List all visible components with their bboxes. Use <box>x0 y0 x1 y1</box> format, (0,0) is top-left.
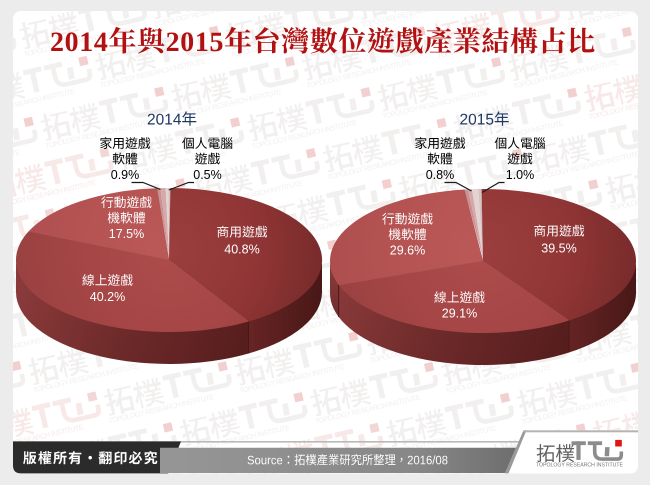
svg-text:0.9%: 0.9% <box>111 168 140 182</box>
svg-text:40.2%: 40.2% <box>90 290 125 304</box>
svg-text:0.8%: 0.8% <box>426 168 455 182</box>
svg-text:29.1%: 29.1% <box>442 307 477 321</box>
svg-text:17.5%: 17.5% <box>109 227 144 241</box>
svg-text:1.0%: 1.0% <box>506 168 535 182</box>
svg-text:29.6%: 29.6% <box>390 244 425 258</box>
svg-text:0.5%: 0.5% <box>193 168 222 182</box>
svg-text:39.5%: 39.5% <box>541 242 576 256</box>
svg-text:TOPOLOGY RESEARCH INSTITUTE: TOPOLOGY RESEARCH INSTITUTE <box>536 463 623 469</box>
svg-text:40.8%: 40.8% <box>224 243 259 257</box>
